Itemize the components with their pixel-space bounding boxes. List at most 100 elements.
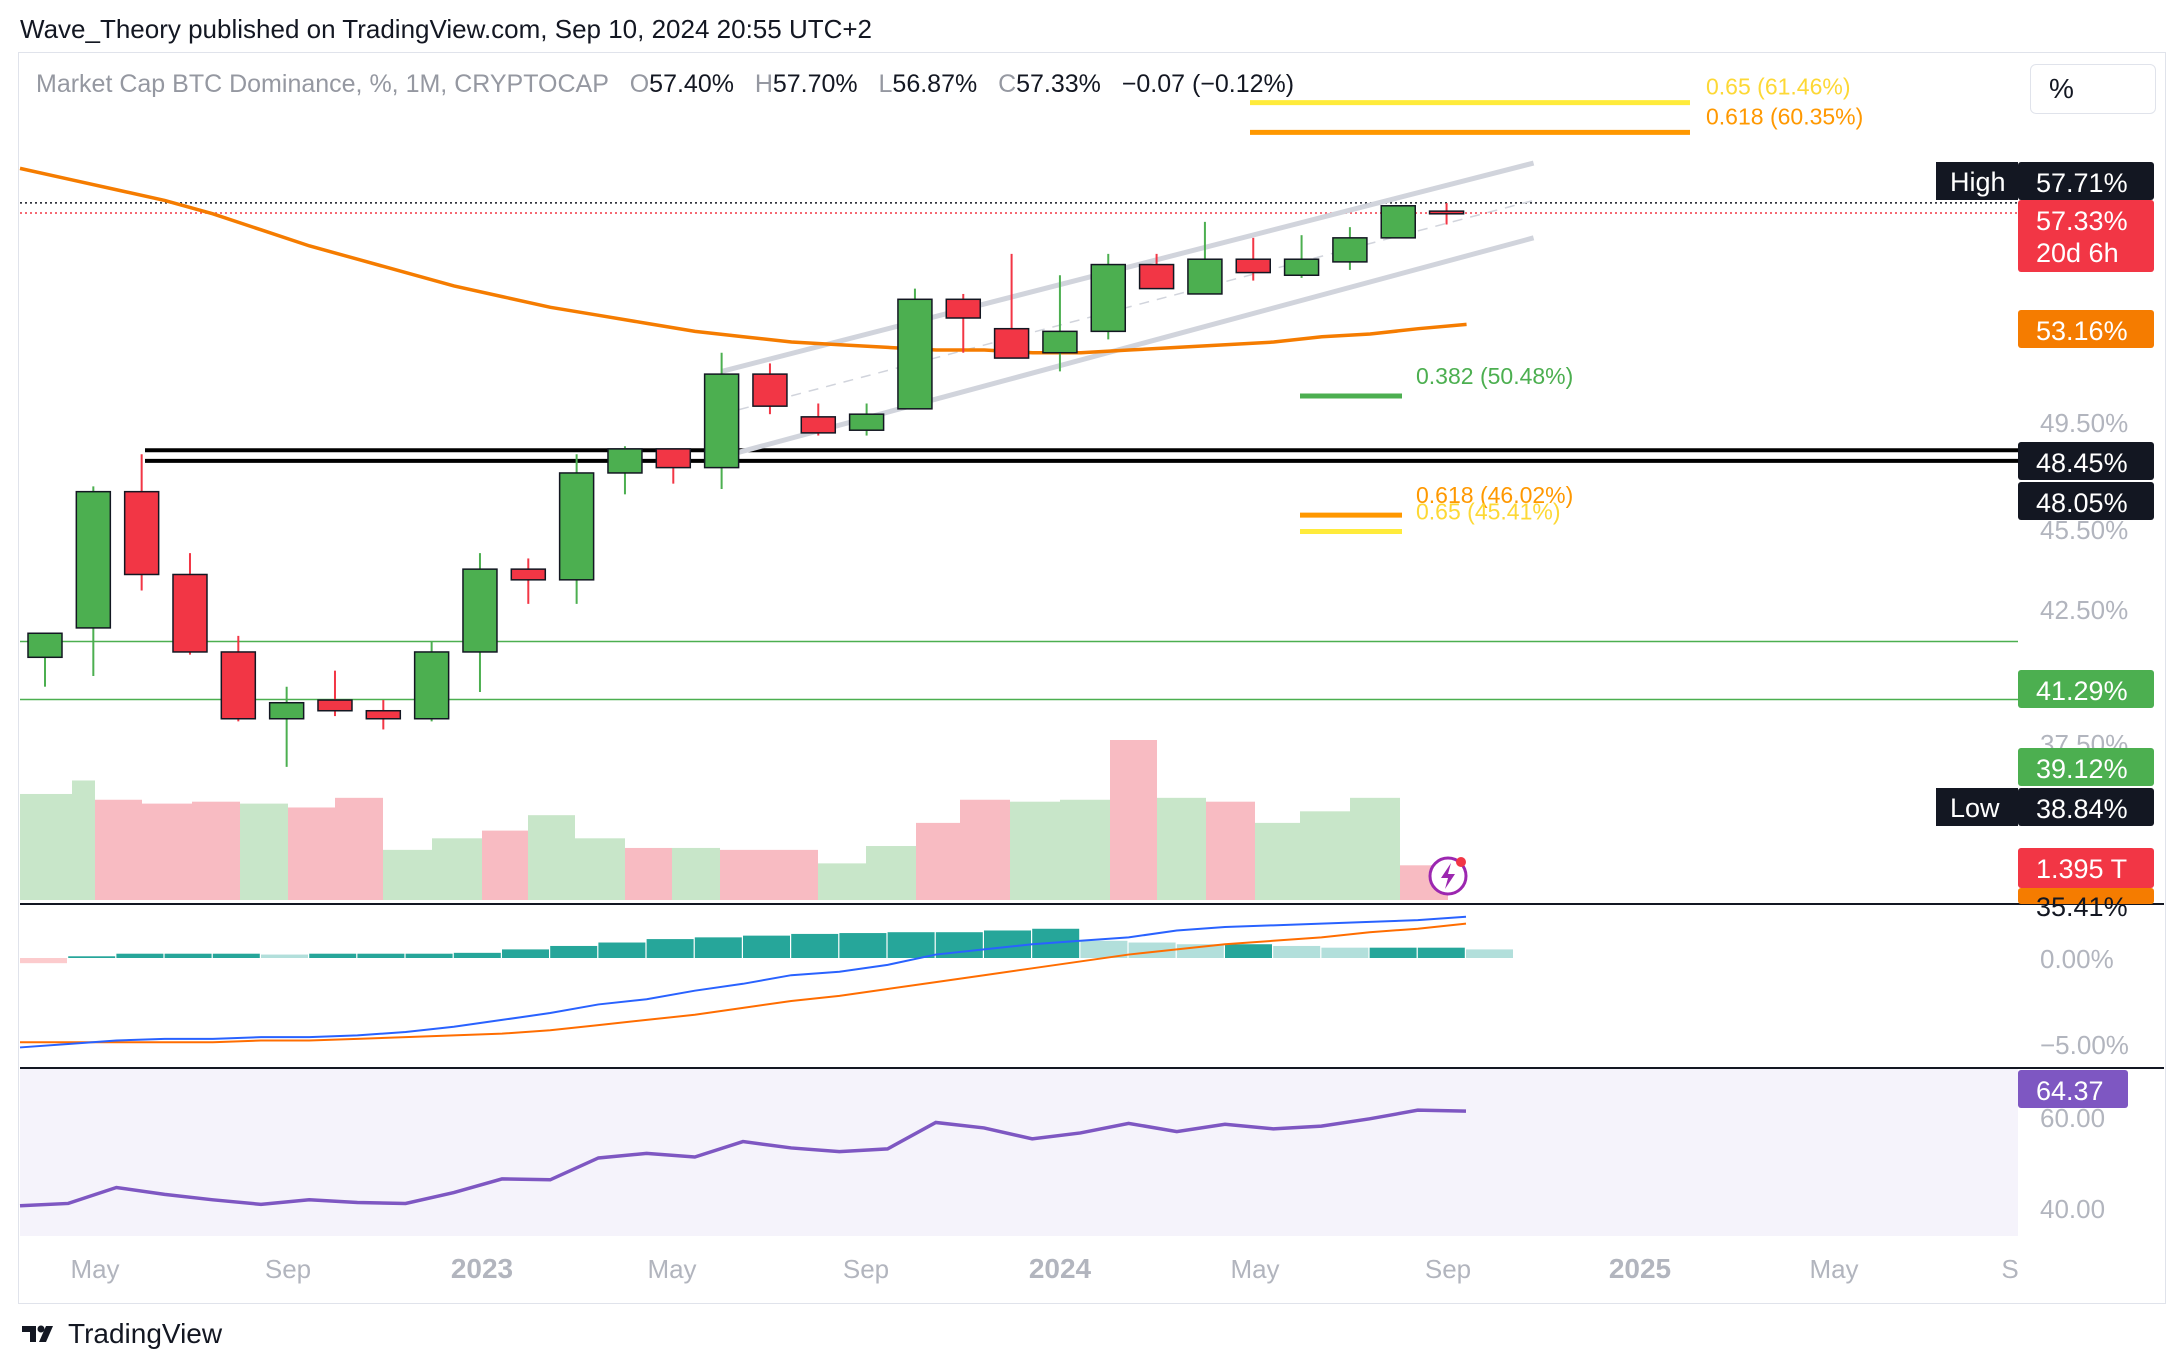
- last-price-badge-text: 20d 6h: [2036, 238, 2119, 268]
- candle-body-2022-12: [462, 568, 498, 653]
- tradingview-logo-icon: [22, 1325, 53, 1342]
- macd-hist-bar: [1466, 949, 1513, 958]
- volume-bar-2023-06: [720, 849, 770, 900]
- volume-bar-2023-08: [818, 863, 866, 900]
- low-tag: Low: [1950, 793, 2000, 823]
- volume-badge: 1.395 T: [2018, 848, 2154, 888]
- legend-low: 56.87%: [892, 70, 978, 98]
- legend-high-label: H: [754, 70, 773, 98]
- legend-symbol[interactable]: Market Cap BTC Dominance, %, 1M, CRYPTOC…: [36, 70, 609, 98]
- volume-bar-2023-12: [1010, 801, 1060, 900]
- candle-body-2024-06: [1332, 237, 1368, 263]
- x-tick-May: May: [647, 1254, 696, 1284]
- high-price-badge: 57.71%: [2018, 162, 2154, 200]
- volume-bar-2023-05: [672, 847, 720, 900]
- candle-body-2024-01: [1090, 263, 1127, 333]
- volume-bar-2024-01: [1060, 799, 1110, 900]
- macd-hist-bar: [1321, 947, 1369, 958]
- macd-hist-bar: [743, 935, 790, 958]
- macd-hist-bar: [309, 953, 357, 958]
- candle-body-2023-06: [752, 373, 788, 407]
- candle-body-2023-09: [897, 298, 933, 410]
- ema-price-badge-text: 53.16%: [2036, 316, 2128, 346]
- macd-y-tick: 0.00%: [2040, 944, 2114, 974]
- macd-hist-bar: [68, 956, 116, 958]
- low-price-badge-text: 38.84%: [2036, 794, 2128, 824]
- chart-frame: [18, 52, 2166, 1304]
- candle-body-2023-02: [558, 472, 595, 581]
- candle-body-2023-11: [993, 327, 1030, 359]
- macd-hist-bar: [839, 933, 887, 958]
- footer: TradingView: [20, 1318, 222, 1350]
- fib-label: 0.65 (45.41%): [1416, 498, 1560, 524]
- ema-price-badge: 53.16%: [2018, 310, 2154, 348]
- ema-price-badge-bg: [2018, 310, 2154, 348]
- alert-icon[interactable]: [1428, 856, 1468, 896]
- high-price-badge-bg: [2018, 162, 2154, 200]
- rsi-pane-background: [20, 1068, 2018, 1236]
- macd-hist-bar: [550, 945, 598, 958]
- level-badge-48-05-bg: [2018, 482, 2154, 520]
- candle-body-2022-07: [220, 651, 257, 720]
- legend-high: 57.70%: [772, 70, 858, 98]
- fib-label: 0.65 (61.46%): [1706, 74, 1850, 100]
- y-tick: 42.50%: [2040, 595, 2128, 625]
- chart-legend: Market Cap BTC Dominance, %, 1M, CRYPTOC…: [36, 70, 1294, 99]
- fib-label: 0.618 (60.35%): [1706, 103, 1863, 129]
- volume-bar-2023-09: [866, 846, 916, 900]
- high-tag: High: [1950, 167, 2006, 197]
- macd-line: [19, 915, 1467, 1049]
- x-tick-2023: 2023: [451, 1253, 513, 1284]
- candle-body-2023-07: [800, 416, 837, 434]
- macd-y-tick: −5.00%: [2040, 1030, 2129, 1060]
- high-tag-bg: [1936, 162, 2018, 200]
- candle-body-2023-10: [945, 298, 982, 319]
- candle-body-2024-07: [1380, 205, 1416, 239]
- channel-mid-line: [721, 199, 1534, 415]
- volume-bar-2022-03: [20, 793, 72, 900]
- level-badge-48-45: 48.45%: [2018, 442, 2154, 480]
- x-tick-May: May: [1809, 1254, 1858, 1284]
- macd-hist-bar: [212, 953, 260, 958]
- volume-bar-2022-08: [240, 803, 288, 900]
- candle-body-2022-03: [27, 632, 63, 659]
- macd-hist-bar: [20, 958, 67, 964]
- candle-body-2023-04: [655, 448, 692, 469]
- legend-open-label: O: [629, 70, 650, 98]
- volume-bar-2022-12: [432, 838, 482, 900]
- rsi-y-tick: 40.00: [2040, 1194, 2105, 1224]
- rsi-line: [19, 1108, 1467, 1208]
- level-badge-39-12-bg: [2018, 748, 2154, 786]
- level-badge-41-29-text: 41.29%: [2036, 676, 2128, 706]
- volume-bar-2022-05: [95, 799, 142, 900]
- volume-bar-2024-07: [1350, 797, 1400, 900]
- y-tick: 45.50%: [2040, 515, 2128, 545]
- macd-hist-bar: [646, 939, 694, 958]
- volume-bar-2023-07: [770, 849, 818, 900]
- percent-scale-button[interactable]: %: [2030, 64, 2156, 114]
- publish-header: Wave_Theory published on TradingView.com…: [20, 14, 873, 44]
- macd-hist-bar: [694, 937, 742, 958]
- candle-body-2022-05: [123, 490, 160, 576]
- x-tick-May: May: [70, 1254, 119, 1284]
- macd-signal-line: [20, 922, 1467, 1044]
- volume-bar-2023-03: [575, 838, 625, 900]
- last-price-badge-text: 57.33%: [2036, 206, 2128, 236]
- macd-hist-bar: [598, 942, 646, 958]
- candle-body-2022-09: [317, 699, 353, 712]
- legend-open: 57.40%: [649, 70, 734, 98]
- volume-bar-2023-01: [482, 830, 528, 900]
- macd-hist-bar: [502, 949, 549, 958]
- macd-hist-bar: [1417, 947, 1465, 958]
- candle-body-2023-03: [607, 448, 643, 474]
- ema-secondary-badge-bg: [2018, 888, 2154, 904]
- candle-body-2022-04: [75, 490, 112, 629]
- low-price-badge-bg: [2018, 788, 2154, 826]
- volume-bar-2024-02: [1110, 740, 1157, 900]
- volume-badge-text: 1.395 T: [2036, 854, 2127, 884]
- level-badge-39-12: 39.12%: [2018, 748, 2154, 786]
- candle-body-2024-08: [1428, 210, 1465, 215]
- macd-hist-bar: [1080, 940, 1128, 958]
- level-badge-41-29-bg: [2018, 670, 2154, 708]
